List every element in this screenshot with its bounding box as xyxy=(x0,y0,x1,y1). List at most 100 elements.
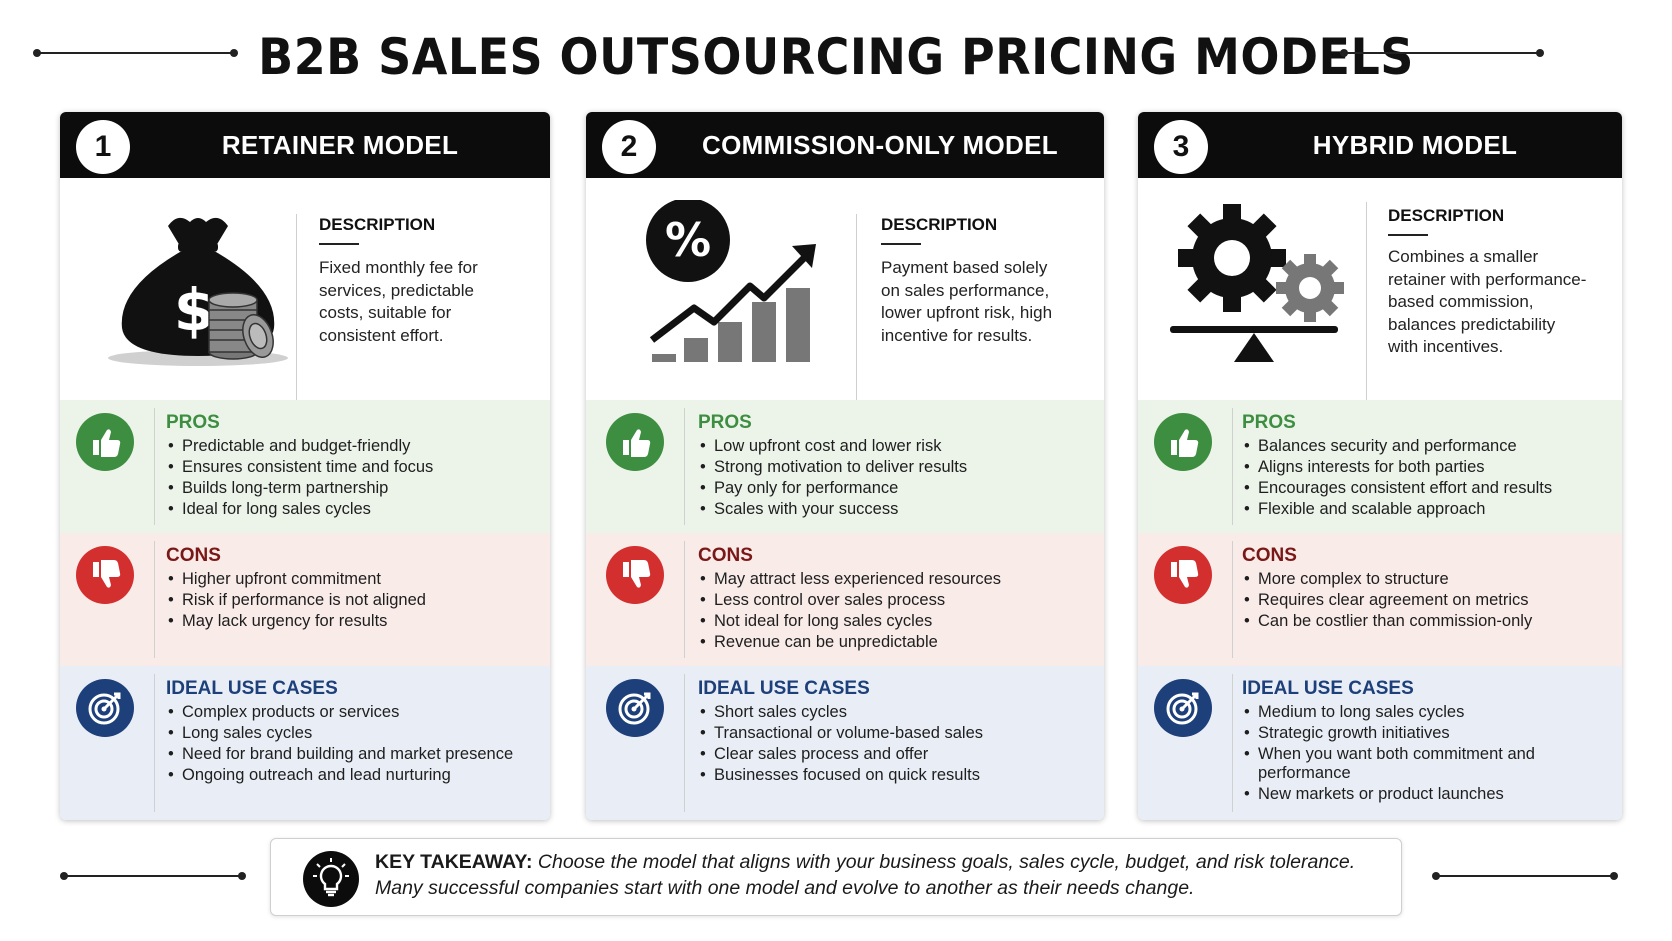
card-commission-only: 2 COMMISSION-ONLY MODEL % DESCRIPTION Pa… xyxy=(586,112,1104,820)
list-item: Ongoing outreach and lead nurturing xyxy=(166,765,540,786)
card-number: 3 xyxy=(1154,120,1208,174)
list-item: Can be costlier than commission-only xyxy=(1242,611,1612,632)
description-area xyxy=(1138,178,1622,400)
list-item: Long sales cycles xyxy=(166,723,540,744)
ideal-list: Complex products or services Long sales … xyxy=(166,702,540,786)
thumbs-up-icon xyxy=(76,413,134,471)
card-hybrid: 3 HYBRID MODEL xyxy=(1138,112,1622,820)
section-separator xyxy=(684,408,685,525)
pros-heading: PROS xyxy=(698,412,752,433)
list-item: Not ideal for long sales cycles xyxy=(698,611,1094,632)
list-item: Strong motivation to deliver results xyxy=(698,457,1094,478)
pros-heading: PROS xyxy=(1242,412,1296,433)
section-separator xyxy=(154,408,155,525)
cons-list: Higher upfront commitment Risk if perfor… xyxy=(166,569,540,632)
card-title: RETAINER MODEL xyxy=(221,130,459,160)
section-separator xyxy=(684,541,685,658)
key-takeaway-text: KEY TAKEAWAY: Choose the model that alig… xyxy=(375,849,1381,901)
footer-right-end-dot xyxy=(1610,872,1618,880)
description-area: % xyxy=(586,178,1104,400)
description-text: Fixed monthly fee for services, predicta… xyxy=(319,257,478,347)
money-bag-icon: $ xyxy=(108,217,288,366)
list-item: Transactional or volume-based sales xyxy=(698,723,1094,744)
pros-heading: PROS xyxy=(166,412,220,433)
description-underline xyxy=(1388,234,1428,236)
key-takeaway-line-2: Many successful companies start with one… xyxy=(375,877,1195,899)
description-line: costs, suitable for xyxy=(319,303,452,322)
list-item: Strategic growth initiatives xyxy=(1242,723,1562,744)
title-row: B2B SALES OUTSOURCING PRICING MODELS xyxy=(0,22,1672,94)
card-header: 1 RETAINER MODEL xyxy=(60,112,550,178)
card-title: HYBRID MODEL xyxy=(1312,130,1518,160)
cons-heading: CONS xyxy=(166,545,221,566)
list-item: May lack urgency for results xyxy=(166,611,540,632)
card-title: COMMISSION-ONLY MODEL xyxy=(702,130,1058,160)
list-item: Ideal for long sales cycles xyxy=(166,499,540,520)
description-text: Payment based solely on sales performanc… xyxy=(881,257,1052,347)
pros-list: Low upfront cost and lower risk Strong m… xyxy=(698,436,1094,520)
title-left-end-dot xyxy=(230,49,238,57)
cons-section: CONS Higher upfront commitment Risk if p… xyxy=(60,533,550,666)
list-item: Complex products or services xyxy=(166,702,540,723)
pros-list: Balances security and performance Aligns… xyxy=(1242,436,1612,520)
thumbs-down-icon xyxy=(606,546,664,604)
description-line: balances predictability xyxy=(1388,314,1556,334)
description-divider xyxy=(296,214,297,404)
description-line: incentive for results. xyxy=(881,325,1033,345)
description-line: services, predictable xyxy=(319,280,474,300)
description-area: $ xyxy=(60,178,550,400)
list-item: Balances security and performance xyxy=(1242,436,1612,457)
title-right-line xyxy=(1344,52,1540,54)
list-item: Aligns interests for both parties xyxy=(1242,457,1612,478)
list-item: Predictable and budget-friendly xyxy=(166,436,540,457)
ideal-list: Short sales cycles Transactional or volu… xyxy=(698,702,1094,786)
list-item: Encourages consistent effort and results xyxy=(1242,478,1612,499)
description-line: retainer with performance- xyxy=(1388,269,1587,289)
ideal-use-cases-section: IDEAL USE CASES Medium to long sales cyc… xyxy=(1138,666,1622,820)
list-item: Builds long-term partnership xyxy=(166,478,540,499)
percent-growth-chart-icon: % xyxy=(646,200,816,362)
description-label: DESCRIPTION xyxy=(1388,206,1505,225)
cons-heading: CONS xyxy=(698,545,753,566)
description-line: with incentives. xyxy=(1388,337,1504,356)
list-item: Short sales cycles xyxy=(698,702,1094,723)
section-separator xyxy=(1232,408,1233,525)
pros-section: PROS Low upfront cost and lower risk Str… xyxy=(586,400,1104,533)
list-item: Medium to long sales cycles xyxy=(1242,702,1562,723)
thumbs-up-icon xyxy=(606,413,664,471)
description-divider xyxy=(1366,202,1367,402)
list-item: Low upfront cost and lower risk xyxy=(698,436,1094,457)
footer-right-line xyxy=(1436,875,1614,877)
ideal-heading: IDEAL USE CASES xyxy=(1242,678,1414,699)
list-item: Less control over sales process xyxy=(698,590,1094,611)
cons-list: May attract less experienced resources L… xyxy=(698,569,1094,653)
list-item: May attract less experienced resources xyxy=(698,569,1094,590)
thumbs-down-icon xyxy=(1154,546,1212,604)
list-item: Revenue can be unpredictable xyxy=(698,632,1094,653)
description-line: lower upfront risk, high xyxy=(881,303,1053,322)
section-separator xyxy=(154,541,155,658)
list-item: Scales with your success xyxy=(698,499,1094,520)
svg-text:$: $ xyxy=(174,276,214,344)
cons-section: CONS More complex to structure Requires … xyxy=(1138,533,1622,666)
ideal-heading: IDEAL USE CASES xyxy=(698,678,870,699)
cons-heading: CONS xyxy=(1242,545,1297,566)
key-takeaway-line-1: Choose the model that aligns with your b… xyxy=(537,851,1356,873)
cons-list: More complex to structure Requires clear… xyxy=(1242,569,1612,632)
description-label: DESCRIPTION xyxy=(881,215,998,234)
list-item: Ensures consistent time and focus xyxy=(166,457,540,478)
page-title: B2B SALES OUTSOURCING PRICING MODELS xyxy=(258,28,1414,86)
section-separator xyxy=(1232,541,1233,658)
description-divider xyxy=(856,214,857,404)
list-item: Flexible and scalable approach xyxy=(1242,499,1612,520)
pros-section: PROS Balances security and performance A… xyxy=(1138,400,1622,533)
thumbs-up-icon xyxy=(1154,413,1212,471)
key-takeaway-box: KEY TAKEAWAY: Choose the model that alig… xyxy=(270,838,1402,916)
list-item: When you want both commitment and perfor… xyxy=(1242,745,1562,783)
card-number: 2 xyxy=(602,120,656,174)
card-number: 1 xyxy=(76,120,130,174)
description-underline xyxy=(881,243,921,245)
ideal-use-cases-section: IDEAL USE CASES Short sales cycles Trans… xyxy=(586,666,1104,820)
description-line: consistent effort. xyxy=(319,325,444,345)
gears-balance-icon xyxy=(1170,204,1344,362)
